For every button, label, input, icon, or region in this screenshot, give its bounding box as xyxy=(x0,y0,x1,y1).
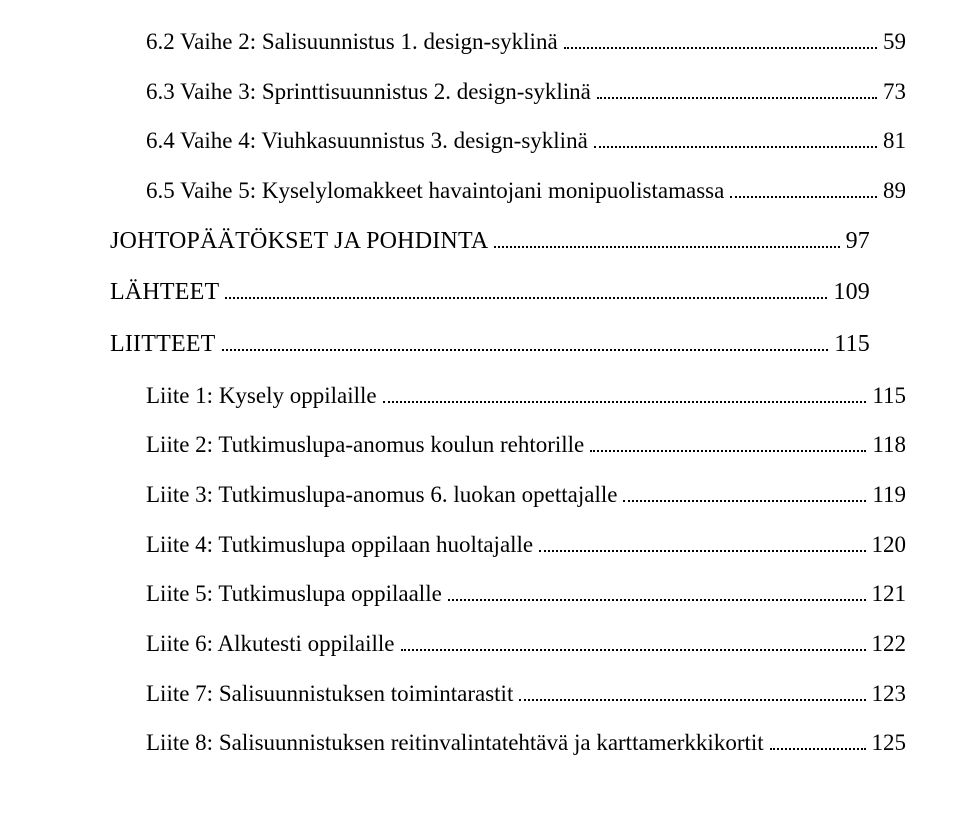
toc-row: Liite 6: Alkutesti oppilaille 122 xyxy=(110,622,906,666)
toc-row: Liite 3: Tutkimuslupa-anomus 6. luokan o… xyxy=(110,473,906,517)
toc-row: JOHTOPÄÄTÖKSET JA POHDINTA 97 xyxy=(110,219,870,265)
toc-entry-label: 6.2 Vaihe 2: Salisuunnistus 1. design-sy… xyxy=(146,20,558,64)
toc-entry-label: JOHTOPÄÄTÖKSET JA POHDINTA xyxy=(110,219,488,265)
toc-row: LIITTEET 115 xyxy=(110,322,870,368)
toc-leader-dots xyxy=(594,128,877,148)
toc-row: Liite 2: Tutkimuslupa-anomus koulun reht… xyxy=(110,423,906,467)
toc-entry-page: 115 xyxy=(834,322,870,368)
toc-entry-page: 122 xyxy=(872,622,907,666)
toc-leader-dots xyxy=(597,78,877,98)
toc-entry-page: 59 xyxy=(883,20,906,64)
toc-entry-label: Liite 7: Salisuunnistuksen toimintarasti… xyxy=(146,672,513,716)
toc-entry-label: Liite 1: Kysely oppilaille xyxy=(146,374,377,418)
toc-row: 6.2 Vaihe 2: Salisuunnistus 1. design-sy… xyxy=(110,20,906,64)
toc-entry-page: 123 xyxy=(872,672,907,716)
toc-leader-dots xyxy=(623,482,866,502)
toc-leader-dots xyxy=(222,330,829,351)
toc-entry-label: LIITTEET xyxy=(110,322,216,368)
toc-row: 6.4 Vaihe 4: Viuhkasuunnistus 3. design-… xyxy=(110,119,906,163)
toc-row: 6.5 Vaihe 5: Kyselylomakkeet havaintojan… xyxy=(110,169,906,213)
toc-entry-page: 73 xyxy=(883,70,906,114)
toc-entry-page: 109 xyxy=(833,270,870,316)
toc-leader-dots xyxy=(383,382,867,402)
toc-entry-page: 81 xyxy=(883,119,906,163)
toc-row: Liite 5: Tutkimuslupa oppilaalle 121 xyxy=(110,572,906,616)
toc-leader-dots xyxy=(539,531,865,551)
toc-leader-dots xyxy=(494,227,839,248)
toc-row: Liite 7: Salisuunnistuksen toimintarasti… xyxy=(110,672,906,716)
toc-entry-label: Liite 8: Salisuunnistuksen reitinvalinta… xyxy=(146,721,764,765)
toc-leader-dots xyxy=(564,29,877,49)
toc-row: Liite 4: Tutkimuslupa oppilaan huoltajal… xyxy=(110,523,906,567)
toc-leader-dots xyxy=(401,631,866,651)
toc-entry-label: LÄHTEET xyxy=(110,270,219,316)
toc-leader-dots xyxy=(519,680,865,700)
toc-leader-dots xyxy=(448,581,866,601)
toc-entry-page: 119 xyxy=(872,473,906,517)
toc-entry-label: Liite 6: Alkutesti oppilaille xyxy=(146,622,395,666)
toc-entry-page: 97 xyxy=(846,219,870,265)
toc-leader-dots xyxy=(225,278,827,299)
toc-row: Liite 1: Kysely oppilaille 115 xyxy=(110,374,906,418)
toc-entry-page: 115 xyxy=(872,374,906,418)
toc-entry-label: 6.5 Vaihe 5: Kyselylomakkeet havaintojan… xyxy=(146,169,724,213)
toc-entry-page: 121 xyxy=(872,572,907,616)
toc-entry-label: 6.3 Vaihe 3: Sprinttisuunnistus 2. desig… xyxy=(146,70,591,114)
toc-entry-label: 6.4 Vaihe 4: Viuhkasuunnistus 3. design-… xyxy=(146,119,588,163)
toc-entry-page: 89 xyxy=(883,169,906,213)
toc-row: Liite 8: Salisuunnistuksen reitinvalinta… xyxy=(110,721,906,765)
toc-row: 6.3 Vaihe 3: Sprinttisuunnistus 2. desig… xyxy=(110,70,906,114)
toc-entry-page: 118 xyxy=(872,423,906,467)
toc-leader-dots xyxy=(770,730,866,750)
toc-row: LÄHTEET 109 xyxy=(110,270,870,316)
toc-leader-dots xyxy=(730,178,877,198)
toc-entry-label: Liite 4: Tutkimuslupa oppilaan huoltajal… xyxy=(146,523,533,567)
toc-entry-label: Liite 2: Tutkimuslupa-anomus koulun reht… xyxy=(146,423,584,467)
toc-entry-page: 125 xyxy=(872,721,907,765)
toc-entry-label: Liite 5: Tutkimuslupa oppilaalle xyxy=(146,572,442,616)
toc-page: 6.2 Vaihe 2: Salisuunnistus 1. design-sy… xyxy=(0,0,960,811)
toc-entry-page: 120 xyxy=(872,523,907,567)
toc-leader-dots xyxy=(590,432,866,452)
toc-entry-label: Liite 3: Tutkimuslupa-anomus 6. luokan o… xyxy=(146,473,617,517)
